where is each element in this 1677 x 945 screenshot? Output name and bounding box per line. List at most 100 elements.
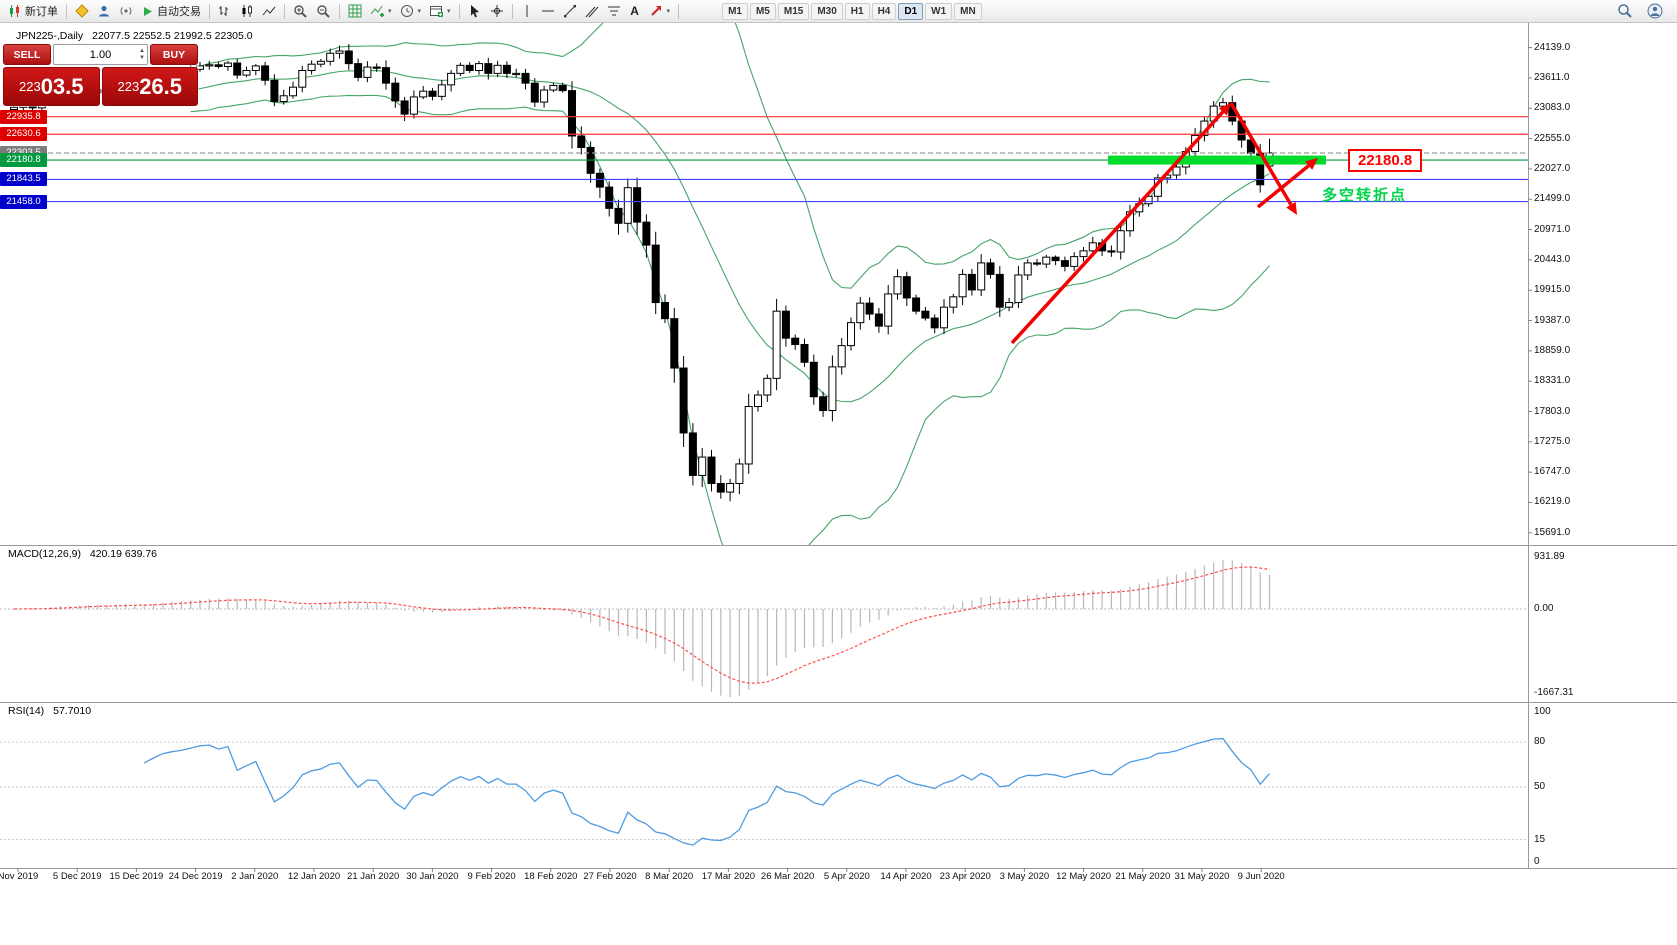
sound-alert-button[interactable] [115,2,137,21]
text-tool-button[interactable]: A [630,4,639,18]
price-digits: 223 [117,79,140,94]
cursor-icon [470,5,479,18]
main-chart-pane[interactable] [0,28,1528,545]
date-label: 21 Jan 2020 [347,871,400,882]
buy-price-button[interactable]: 223 26.5 [101,67,198,106]
profile-button[interactable] [93,2,115,21]
price-badge: 22935.8 [0,109,47,124]
market-watch-icon [75,4,89,18]
one-click-trading-panel: SELL 1.00 ▲ ▼ BUY 223 03.5 223 26.5 [2,43,199,107]
price-tick-label: 22555.0 [1534,132,1571,144]
date-label: 18 Feb 2020 [524,871,578,882]
auto-trading-icon [144,6,152,16]
price-digits: 223 [18,79,41,94]
clock-icon [400,5,413,17]
price-tick-label: 18331.0 [1534,375,1571,387]
date-label: 12 May 2020 [1056,871,1112,882]
line-chart-icon [262,6,276,16]
search-button[interactable] [1613,2,1637,21]
sell-button[interactable]: SELL [3,44,51,65]
fibonacci-tool-button[interactable] [603,2,625,21]
date-label: 9 Feb 2020 [467,871,516,882]
date-label: 5 Dec 2019 [52,871,102,882]
vertical-line-tool-button[interactable] [517,2,537,21]
arrow-object-icon [650,6,661,16]
timeframe-button-d1[interactable]: D1 [898,2,924,20]
horizontal-line-tool-button[interactable] [537,2,559,21]
zoom-out-icon [317,4,330,18]
arrows-tool-button[interactable]: ▾ [645,2,675,21]
timeframe-button-m15[interactable]: M15 [777,2,810,20]
price-tick-label: 22027.0 [1534,162,1571,174]
toolbar-separator [284,3,285,19]
volume-down-arrow[interactable]: ▼ [139,54,145,61]
rsi-axis-label: 15 [1534,833,1546,845]
price-tick-label: 21499.0 [1534,193,1571,205]
volume-field[interactable]: 1.00 ▲ ▼ [53,44,148,65]
timeframe-button-w1[interactable]: W1 [925,2,953,20]
indicators-button[interactable]: ▾ [366,2,396,21]
channel-tool-button[interactable] [581,2,603,21]
timeframe-button-h4[interactable]: H4 [871,2,897,20]
price-tick-label: 16219.0 [1534,496,1571,508]
timeframe-button-m1[interactable]: M1 [722,2,748,20]
sell-price-button[interactable]: 223 03.5 [3,67,100,106]
candlestick-chart-icon [242,5,252,17]
price-tick-label: 19387.0 [1534,314,1571,326]
rsi-indicator-label: RSI(14) 57.7010 [8,705,91,717]
price-badge: 21843.5 [0,172,47,187]
chart-symbol-title: JPN225-,Daily 22077.5 22552.5 21992.5 22… [16,30,253,42]
timeframe-button-m5[interactable]: M5 [749,2,776,20]
auto-trading-button[interactable]: 自动交易 [137,2,205,21]
candlestick-chart-mode-button[interactable] [236,2,258,21]
crosshair-icon [490,5,503,17]
symbol-period-label: JPN225-,Daily [16,30,84,42]
zoom-in-button[interactable] [289,2,312,21]
turning-point-annotation: 多空转折点 [1322,187,1408,204]
bar-chart-mode-button[interactable] [214,2,236,21]
trendline-tool-button[interactable] [559,2,581,21]
rsi-pane[interactable] [0,703,1528,868]
grid-button[interactable] [344,2,366,21]
buy-button[interactable]: BUY [150,44,198,65]
zoom-in-icon [294,4,307,18]
date-label: 21 May 2020 [1115,871,1171,882]
vertical-line-icon [526,5,528,17]
timeframe-button-h1[interactable]: H1 [844,2,870,20]
toolbar-separator [209,3,210,19]
date-label: 9 Jun 2020 [1237,871,1285,882]
date-label: 24 Dec 2019 [168,871,223,882]
macd-pane[interactable] [0,546,1528,702]
dropdown-caret: ▾ [666,8,671,15]
date-label: 3 May 2020 [999,871,1050,882]
date-label: 17 Mar 2020 [701,871,756,882]
period-button[interactable]: ▾ [396,2,426,21]
grid-icon [348,4,362,18]
account-button[interactable] [1643,2,1667,21]
timeframe-button-mn[interactable]: MN [954,2,982,20]
date-label: 15 Dec 2019 [109,871,164,882]
rsi-name: RSI(14) [8,705,45,717]
cursor-button[interactable] [464,2,486,21]
horizontal-line-icon [541,10,554,12]
price-tick-label: 20971.0 [1534,223,1571,235]
macd-name: MACD(12,26,9) [8,548,81,560]
date-label: 12 Jan 2020 [287,871,341,882]
timeframe-group: M1 M5 M15 M30 H1 H4 D1 W1 MN [721,2,983,20]
timeframe-button-m30[interactable]: M30 [811,2,843,20]
volume-up-arrow[interactable]: ▲ [139,47,145,54]
profile-icon [99,5,109,17]
toolbar-separator [511,3,513,19]
toolbar-separator [678,3,680,19]
new-order-button[interactable]: 新订单 [4,2,62,21]
line-chart-mode-button[interactable] [258,2,280,21]
crosshair-button[interactable] [486,2,508,21]
rsi-axis-label: 80 [1534,736,1546,747]
templates-button[interactable]: ▾ [425,2,455,21]
zoom-out-button[interactable] [312,2,335,21]
price-tick-label: 17275.0 [1534,435,1571,447]
market-watch-button[interactable] [71,2,93,21]
